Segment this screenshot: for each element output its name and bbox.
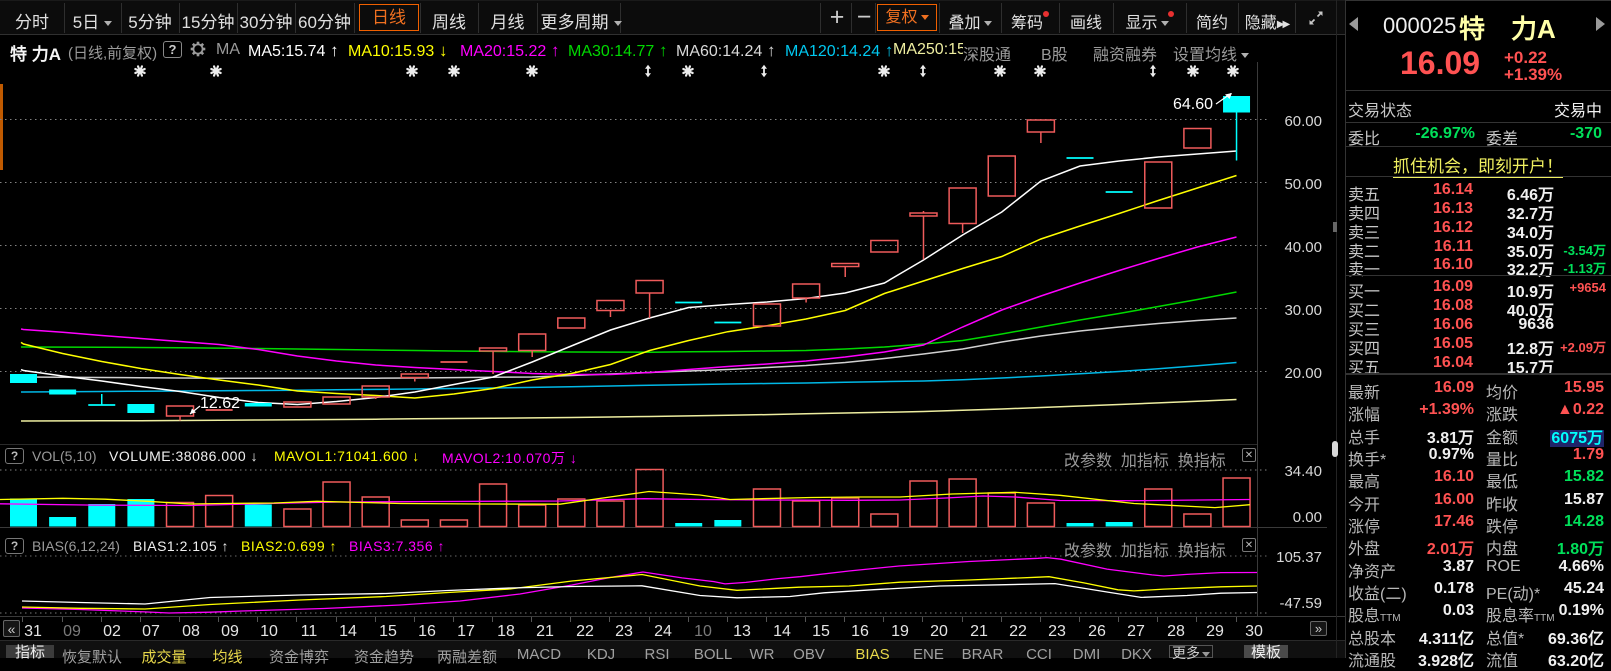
svg-text:12.62: 12.62 — [200, 395, 240, 412]
svg-text:64.60: 64.60 — [1173, 96, 1213, 113]
